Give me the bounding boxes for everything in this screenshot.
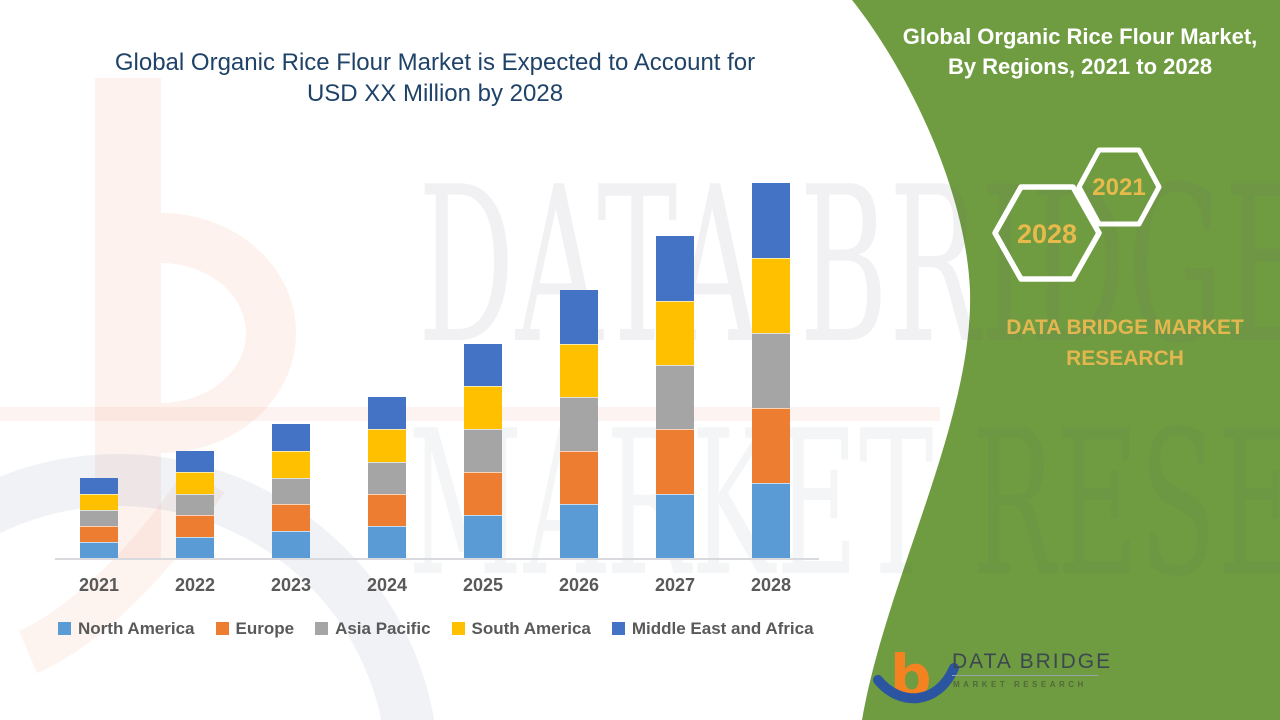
- bar-segment-2026-europe: [560, 450, 598, 505]
- bar-segment-2025-south-america: [464, 386, 502, 430]
- bar-segment-2025-asia-pacific: [464, 429, 502, 473]
- bar-segment-2028-middle-east-and-africa: [752, 182, 790, 258]
- bar-segment-2021-asia-pacific: [80, 509, 118, 526]
- panel-brand-line2: RESEARCH: [1066, 347, 1184, 370]
- x-axis-label-2021: 2021: [78, 575, 120, 595]
- x-axis-label-2022: 2022: [174, 575, 216, 595]
- bar-segment-2021-europe: [80, 525, 118, 542]
- x-axis-label-2023: 2023: [270, 575, 312, 595]
- bar-2026: [560, 290, 598, 558]
- bar-segment-2024-middle-east-and-africa: [368, 397, 406, 430]
- bar-segment-2022-europe: [176, 515, 214, 537]
- bar-segment-2028-asia-pacific: [752, 332, 790, 408]
- bar-segment-2025-north-america: [464, 515, 502, 558]
- legend-item-north-america: North America: [58, 619, 195, 639]
- x-axis-label-2025: 2025: [462, 575, 504, 595]
- legend-label: Europe: [235, 619, 295, 638]
- bar-segment-2027-middle-east-and-africa: [656, 236, 694, 301]
- bar-segment-2024-north-america: [368, 525, 406, 558]
- bar-2024: [368, 397, 406, 558]
- bar-segment-2022-middle-east-and-africa: [176, 450, 214, 473]
- bar-segment-2028-south-america: [752, 257, 790, 333]
- bar-segment-2023-north-america: [272, 531, 310, 558]
- x-axis-label-2027: 2027: [654, 575, 696, 595]
- bar-segment-2023-south-america: [272, 450, 310, 478]
- footer-logo-divider: [952, 675, 1098, 676]
- bar-segment-2022-south-america: [176, 472, 214, 494]
- legend-label: South America: [471, 619, 591, 638]
- panel-heading-line2: By Regions, 2021 to 2028: [947, 54, 1213, 79]
- legend-swatch-icon: [451, 622, 465, 635]
- legend-label: Middle East and Africa: [631, 619, 814, 638]
- bar-segment-2028-north-america: [752, 482, 790, 558]
- bar-2027: [656, 236, 694, 558]
- hexagon-2021-label: 2021: [1092, 174, 1146, 201]
- x-axis-label-2026: 2026: [558, 575, 600, 595]
- bar-2021: [80, 477, 118, 558]
- chart-title: Global Organic Rice Flour Market is Expe…: [15, 47, 855, 109]
- chart-title-line2: USD XX Million by 2028: [306, 80, 564, 107]
- bar-2028: [752, 182, 790, 558]
- bar-segment-2022-asia-pacific: [176, 493, 214, 516]
- legend-swatch-icon: [611, 622, 625, 635]
- chart-legend: North America Europe Asia Pacific South Ame…: [58, 619, 814, 639]
- bar-segment-2025-middle-east-and-africa: [464, 343, 502, 387]
- legend-item-middle-east-and-africa: Middle East and Africa: [611, 619, 814, 639]
- legend-item-asia-pacific: Asia Pacific: [315, 619, 431, 639]
- bar-segment-2024-asia-pacific: [368, 461, 406, 494]
- bar-segment-2028-europe: [752, 407, 790, 483]
- bar-segment-2026-asia-pacific: [560, 397, 598, 451]
- x-axis-line: [55, 558, 819, 560]
- bar-segment-2022-north-america: [176, 536, 214, 558]
- bar-segment-2023-europe: [272, 504, 310, 532]
- panel-brand-text: DATA BRIDGE MARKET RESEARCH: [960, 312, 1280, 374]
- bar-segment-2027-asia-pacific: [656, 365, 694, 430]
- legend-swatch-icon: [215, 622, 229, 635]
- bar-2025: [464, 343, 502, 558]
- bar-segment-2026-north-america: [560, 504, 598, 558]
- legend-item-south-america: South America: [451, 619, 591, 639]
- bar-2023: [272, 424, 310, 558]
- panel-heading-line1: Global Organic Rice Flour Market,: [902, 24, 1258, 49]
- legend-label: North America: [78, 619, 195, 638]
- bar-segment-2024-south-america: [368, 429, 406, 462]
- bar-segment-2023-asia-pacific: [272, 477, 310, 505]
- panel-heading: Global Organic Rice Flour Market, By Reg…: [885, 22, 1275, 82]
- bar-segment-2026-middle-east-and-africa: [560, 290, 598, 344]
- bar-segment-2026-south-america: [560, 343, 598, 398]
- x-axis-label-2028: 2028: [750, 575, 792, 595]
- bar-2022: [176, 450, 214, 558]
- legend-swatch-icon: [315, 622, 329, 635]
- bar-segment-2021-north-america: [80, 541, 118, 558]
- hexagon-2028-label: 2028: [1016, 219, 1078, 249]
- panel-brand-line1: DATA BRIDGE MARKET: [1006, 316, 1244, 339]
- x-axis-label-2024: 2024: [366, 575, 408, 595]
- bar-segment-2027-europe: [656, 429, 694, 494]
- bar-segment-2021-south-america: [80, 493, 118, 510]
- bar-segment-2027-north-america: [656, 493, 694, 558]
- bar-segment-2024-europe: [368, 493, 406, 526]
- footer-logo-tagline: MARKET RESEARCH: [953, 680, 1087, 689]
- legend-swatch-icon: [58, 622, 71, 635]
- bar-segment-2023-middle-east-and-africa: [272, 424, 310, 451]
- legend-item-europe: Europe: [215, 619, 295, 639]
- bar-segment-2027-south-america: [656, 300, 694, 366]
- footer-logo-brand: DATA BRIDGE: [952, 650, 1113, 673]
- legend-label: Asia Pacific: [335, 619, 431, 638]
- bar-segment-2025-europe: [464, 472, 502, 516]
- bar-segment-2021-middle-east-and-africa: [80, 477, 118, 494]
- chart-title-line1: Global Organic Rice Flour Market is Expe…: [114, 49, 756, 76]
